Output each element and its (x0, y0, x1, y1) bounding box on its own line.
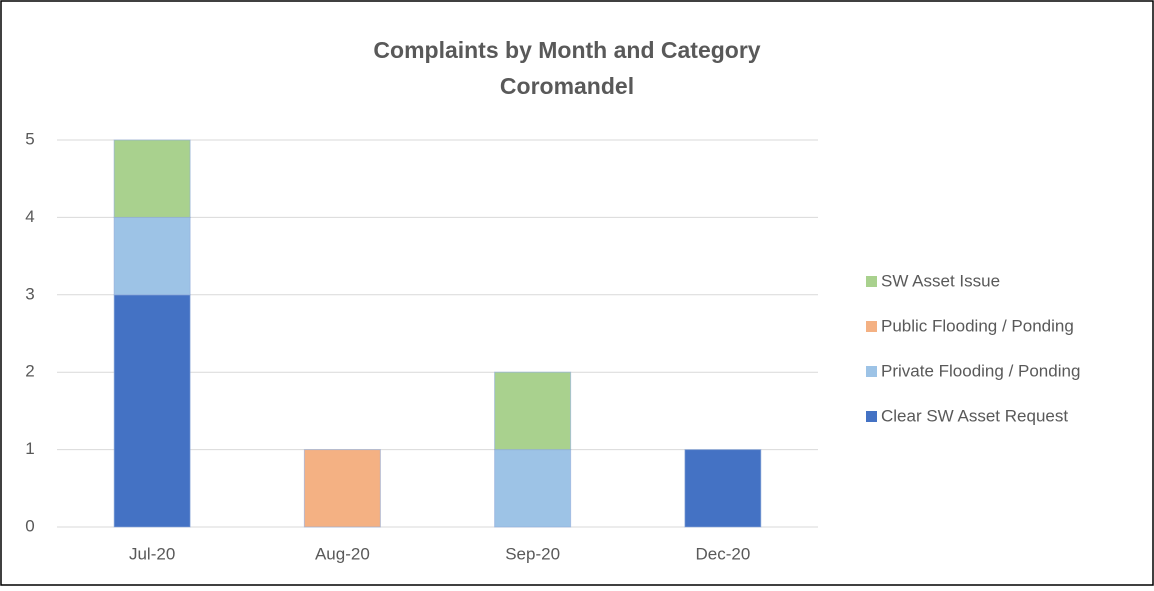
x-tick-label: Jul-20 (129, 544, 175, 563)
y-tick-label: 2 (25, 362, 34, 381)
bar-segment (113, 139, 191, 218)
legend-swatch (866, 366, 877, 377)
y-tick-label: 4 (25, 207, 34, 226)
bar-segment (684, 449, 762, 528)
bar-segment (303, 449, 381, 528)
y-tick-label: 5 (25, 129, 34, 148)
legend-swatch (866, 276, 877, 287)
y-tick-label: 1 (25, 439, 34, 458)
legend-swatch (866, 411, 877, 422)
chart-subtitle: Coromandel (500, 73, 634, 99)
chart-title: Complaints by Month and Category (373, 37, 760, 63)
y-tick-label: 0 (25, 516, 34, 535)
legend-swatch (866, 321, 877, 332)
legend-label: Private Flooding / Ponding (881, 361, 1080, 380)
legend-label: SW Asset Issue (881, 271, 1000, 290)
legend-label: Clear SW Asset Request (881, 406, 1068, 425)
legend-label: Public Flooding / Ponding (881, 316, 1074, 335)
bar-segment (494, 371, 572, 451)
y-tick-label: 3 (25, 284, 34, 303)
x-tick-label: Sep-20 (505, 544, 560, 563)
x-tick-label: Dec-20 (695, 544, 750, 563)
x-tick-label: Aug-20 (315, 544, 370, 563)
bar-segment (113, 294, 191, 528)
bar-segment (113, 216, 191, 296)
bar-segment (494, 449, 572, 528)
